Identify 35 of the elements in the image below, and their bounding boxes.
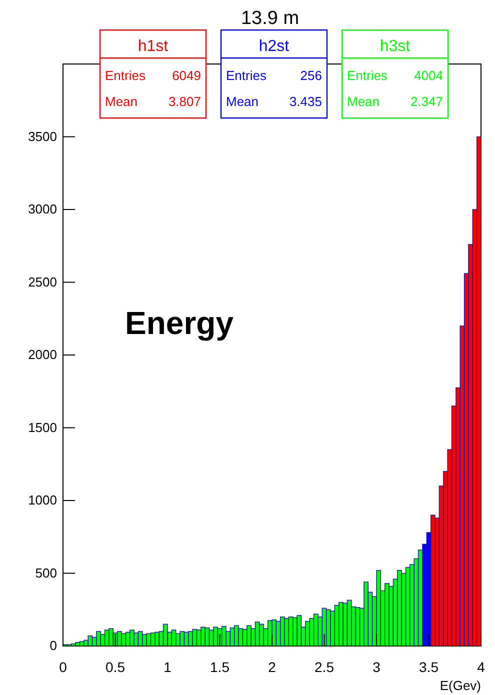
annotation: Energy [125, 305, 234, 341]
y-tick-label: 2000 [28, 347, 57, 362]
annotation: 3.807 [168, 94, 201, 109]
x-tick-label: 3.5 [419, 658, 439, 675]
x-tick-label: 4 [477, 658, 486, 675]
x-tick-label: 1.5 [210, 658, 230, 675]
x-tick-label: 2.5 [314, 658, 334, 675]
y-tick-label: 500 [35, 565, 57, 580]
x-tick-label: 3 [372, 658, 381, 675]
x-tick-label: 0 [59, 658, 68, 675]
annotation: Entries [226, 68, 267, 83]
annotation: 256 [300, 68, 322, 83]
annotation: 6049 [172, 68, 201, 83]
y-tick-label: 2500 [28, 274, 57, 290]
x-axis-title: E(Gev) [440, 678, 481, 693]
x-tick-label: 2 [268, 658, 276, 675]
text: h3st [380, 38, 411, 55]
y-tick-label: 0 [50, 638, 57, 654]
y-tick-label: 1000 [28, 492, 57, 508]
annotation: 3.435 [289, 94, 322, 109]
text: h1st [138, 38, 169, 55]
text: h2st [258, 38, 290, 55]
annotation: 4004 [414, 68, 443, 83]
annotation: Mean [347, 94, 380, 109]
chart-title: 13.9 m [240, 8, 300, 29]
annotation: Mean [105, 94, 138, 109]
annotation: Mean [226, 94, 259, 109]
x-tick-label: 1 [164, 658, 172, 675]
x-tick-label: 0.5 [106, 658, 126, 675]
y-tick-label: 1500 [28, 420, 57, 435]
annotation: Entries [105, 68, 146, 83]
y-tick-label: 3000 [28, 202, 57, 217]
annotation: Entries [347, 68, 388, 83]
y-tick-label: 3500 [28, 128, 57, 144]
annotation: 2.347 [410, 94, 443, 109]
